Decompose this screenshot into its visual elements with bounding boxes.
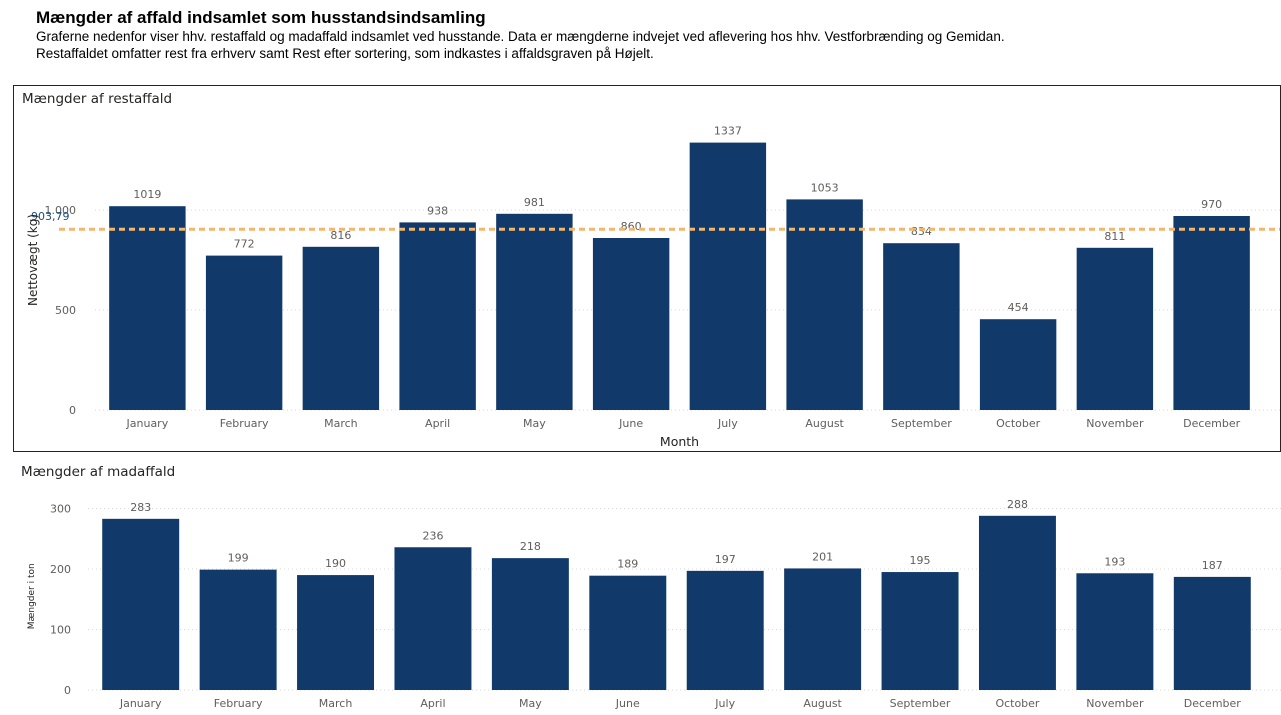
restaffald-xtick-label: January	[126, 417, 169, 430]
madaffald-bar-june	[589, 575, 667, 690]
madaffald-xtick-label: October	[995, 697, 1039, 710]
madaffald-chart-panel[interactable]: Mængder af madaffald 0 100 200 300 283 Januar…	[13, 456, 1281, 715]
restaffald-bar-april	[399, 222, 476, 410]
restaffald-reference-line-label: 903,79	[31, 210, 70, 223]
madaffald-data-label: 187	[1202, 559, 1223, 572]
madaffald-bar-august	[784, 568, 862, 690]
restaffald-xtick-label: December	[1183, 417, 1241, 430]
restaffald-data-label: 772	[234, 238, 255, 251]
restaffald-x-axis-title: Month	[660, 434, 699, 449]
madaffald-data-label: 195	[910, 554, 931, 567]
madaffald-xtick-label: April	[420, 697, 445, 710]
madaffald-xtick-label: May	[519, 697, 542, 710]
restaffald-xtick-label: June	[618, 417, 643, 430]
madaffald-xtick-label: July	[714, 697, 735, 710]
madaffald-data-label: 197	[715, 553, 736, 566]
description-line-1: Graferne nedenfor viser hhv. restaffald …	[36, 29, 1005, 44]
restaffald-bar-august	[786, 199, 863, 410]
madaffald-bar-november	[1076, 573, 1154, 690]
madaffald-bar-may	[491, 558, 569, 690]
madaffald-xtick-label: January	[119, 697, 162, 710]
restaffald-bar-october	[979, 319, 1057, 410]
madaffald-bar-october	[978, 515, 1056, 690]
restaffald-bar-july	[689, 142, 767, 410]
madaffald-ytick-label: 0	[64, 684, 71, 697]
madaffald-data-label: 288	[1007, 498, 1028, 511]
restaffald-xtick-label: October	[996, 417, 1040, 430]
restaffald-y-axis-title: Nettovægt (kg)	[26, 214, 40, 306]
madaffald-data-label: 189	[617, 558, 638, 571]
madaffald-ytick-label: 200	[50, 563, 71, 576]
madaffald-data-label: 218	[520, 540, 541, 553]
restaffald-bar-june	[592, 238, 670, 410]
madaffald-data-label: 201	[812, 550, 833, 563]
madaffald-bar-april	[394, 547, 472, 690]
restaffald-xtick-label: November	[1086, 417, 1144, 430]
restaffald-data-label: 1053	[811, 181, 839, 194]
madaffald-xtick-label: December	[1184, 697, 1242, 710]
restaffald-data-label: 454	[1008, 301, 1029, 314]
madaffald-ytick-label: 100	[50, 624, 71, 637]
madaffald-data-label: 190	[325, 557, 346, 570]
restaffald-data-label: 938	[427, 204, 448, 217]
madaffald-y-axis-title: Mængder i ton	[27, 563, 37, 629]
madaffald-xtick-label: February	[214, 697, 263, 710]
restaffald-xtick-label: May	[523, 417, 546, 430]
madaffald-chart: 0 100 200 300 283 January 199 February 190 March 2…	[27, 498, 1281, 710]
restaffald-xtick-label: February	[220, 417, 269, 430]
madaffald-bar-september	[881, 572, 959, 690]
madaffald-ytick-label: 300	[50, 503, 71, 516]
madaffald-bar-february	[199, 569, 277, 690]
restaffald-xtick-label: August	[805, 417, 844, 430]
restaffald-bar-january	[109, 206, 186, 410]
restaffald-bar-november	[1076, 247, 1154, 410]
madaffald-xtick-label: November	[1086, 697, 1144, 710]
restaffald-bar-march	[302, 246, 380, 410]
madaffald-bar-december	[1173, 576, 1251, 690]
madaffald-bar-july	[686, 570, 764, 690]
restaffald-data-label: 981	[524, 196, 545, 209]
restaffald-data-label: 811	[1104, 230, 1125, 243]
madaffald-xtick-label: March	[319, 697, 353, 710]
restaffald-xtick-label: July	[717, 417, 738, 430]
restaffald-data-label: 970	[1201, 198, 1222, 211]
restaffald-bar-february	[205, 255, 283, 410]
madaffald-data-label: 199	[228, 552, 249, 565]
restaffald-ytick-label: 1.000	[45, 204, 77, 217]
page-title: Mængder af affald indsamlet som husstand…	[36, 8, 486, 27]
restaffald-data-label: 860	[621, 220, 642, 233]
madaffald-data-label: 193	[1104, 555, 1125, 568]
madaffald-data-label: 236	[422, 529, 443, 542]
description-line-2: Restaffaldet omfatter rest fra erhverv s…	[36, 46, 654, 61]
restaffald-chart: 0 500 1.000 1019 January 772 February 816 March 9…	[26, 125, 1280, 449]
restaffald-xtick-label: April	[425, 417, 450, 430]
madaffald-data-label: 283	[130, 501, 151, 514]
restaffald-xtick-label: March	[324, 417, 358, 430]
madaffald-xtick-label: August	[803, 697, 842, 710]
madaffald-xtick-label: June	[615, 697, 640, 710]
restaffald-data-label: 1337	[714, 125, 742, 138]
report-header: Mængder af affald indsamlet som husstand…	[36, 8, 1266, 62]
madaffald-chart-title: Mængder af madaffald	[21, 464, 176, 480]
restaffald-xtick-label: September	[891, 417, 952, 430]
restaffald-bar-may	[496, 213, 573, 410]
restaffald-chart-title: Mængder af restaffald	[22, 91, 173, 107]
restaffald-bar-september	[883, 243, 960, 410]
restaffald-ytick-label: 0	[69, 404, 76, 417]
madaffald-bar-march	[297, 575, 375, 690]
restaffald-ytick-label: 500	[55, 304, 76, 317]
restaffald-data-label: 1019	[133, 188, 161, 201]
madaffald-bar-january	[102, 518, 180, 690]
restaffald-bar-december	[1173, 216, 1250, 410]
madaffald-xtick-label: September	[890, 697, 951, 710]
restaffald-data-label: 816	[330, 229, 351, 242]
restaffald-chart-panel[interactable]: Mængder af restaffald 0 500 1.000 1019 Janua…	[13, 85, 1281, 452]
restaffald-data-label: 834	[911, 225, 932, 238]
